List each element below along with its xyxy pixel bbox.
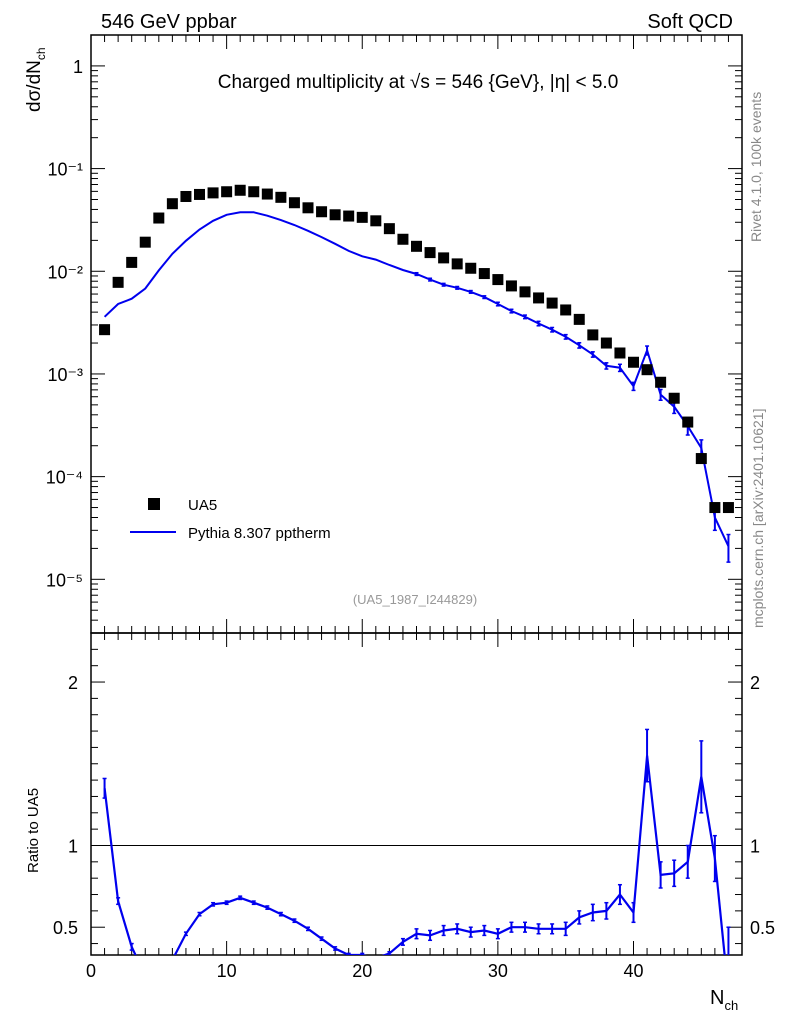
ua5-data-point [478, 268, 490, 280]
ua5-data-point [207, 187, 219, 199]
mcplots-label: mcplots.cern.ch [arXiv:2401.10621] [750, 409, 766, 628]
ratio-y-tick-label: 1 [68, 836, 78, 856]
ua5-data-point [668, 392, 680, 404]
ua5-data-point [655, 376, 667, 388]
ua5-data-point [533, 292, 545, 304]
ratio-line [103, 755, 726, 955]
legend-ua5-marker [148, 498, 160, 510]
ratio-y-axis-label: Ratio to UA5 [25, 788, 42, 873]
ratio-plot-series [102, 728, 731, 955]
ua5-data-point [234, 184, 246, 196]
x-tick-label: 40 [623, 961, 643, 981]
ua5-data-point [275, 191, 287, 203]
ua5-data-point [614, 347, 626, 359]
ratio-y-tick-label: 2 [750, 673, 760, 693]
ratio-y-tick-label: 0.5 [750, 918, 775, 938]
legend: UA5 Pythia 8.307 pptherm [130, 497, 331, 542]
ua5-data-point [316, 206, 328, 218]
y-tick-label: 10⁻² [47, 262, 83, 282]
ua5-data-point [465, 262, 477, 274]
rivet-version-label: Rivet 4.1.0, 100k events [748, 92, 764, 242]
ua5-data-point [112, 276, 124, 288]
x-tick-label: 10 [217, 961, 237, 981]
ua5-data-point [397, 233, 409, 245]
ua5-data-point [329, 209, 341, 221]
ua5-data-point [492, 274, 504, 286]
ratio-y-tick-label: 0.5 [53, 918, 78, 938]
ua5-data-point [139, 236, 151, 248]
axes-ticks: 0 10 20 30 40 1 10⁻¹ 10⁻² 10⁻³ 10⁻⁴ 10⁻⁵ 0.5 0.5 1 1 2 2 [46, 34, 775, 981]
y-tick-label: 1 [73, 57, 83, 77]
ua5-data-point [709, 502, 721, 514]
header-right: Soft QCD [647, 11, 733, 33]
ua5-data-point [641, 364, 653, 376]
ua5-data-point [505, 280, 517, 292]
header-left: 546 GeV ppbar [101, 11, 237, 33]
ua5-data-point [695, 453, 707, 465]
ua5-data-point [600, 337, 612, 349]
x-tick-label: 20 [352, 961, 372, 981]
ua5-data-point [288, 197, 300, 209]
main-plot-frame [90, 34, 743, 634]
ua5-data-point [587, 329, 599, 341]
ua5-data-point [628, 356, 639, 368]
ua5-data-point [722, 502, 734, 514]
x-tick-label: 30 [488, 961, 508, 981]
ua5-data-point [221, 186, 233, 198]
ua5-data-point [126, 256, 138, 268]
y-tick-label: 10⁻³ [47, 365, 83, 385]
ratio-y-tick-label: 2 [68, 673, 78, 693]
ua5-data-point [343, 210, 355, 222]
ua5-data-point [194, 188, 205, 200]
ua5-data-point [180, 190, 192, 202]
ua5-data-point [153, 212, 165, 224]
x-axis-label: Nch [710, 987, 738, 1013]
analysis-tag: (UA5_1987_I244829) [353, 592, 477, 607]
y-tick-label: 10⁻⁵ [46, 570, 83, 590]
ua5-data-point [166, 198, 178, 210]
ua5-data-point [248, 186, 260, 198]
ua5-data-point [451, 258, 463, 270]
ua5-data-point [438, 252, 450, 264]
ua5-data-point [99, 324, 111, 336]
ua5-data-point [546, 297, 558, 309]
ua5-data-point [424, 247, 436, 259]
y-tick-label: 10⁻⁴ [46, 468, 83, 488]
ua5-data-point [356, 211, 368, 223]
main-y-axis-label: dσ/dNch [24, 47, 48, 112]
ua5-data-point [383, 223, 395, 235]
ratio-y-tick-label: 1 [750, 836, 760, 856]
x-tick-label: 0 [86, 961, 96, 981]
plot-title: Charged multiplicity at √s = 546 {GeV}, … [218, 72, 619, 93]
ua5-data-point [682, 416, 694, 428]
ua5-data-point [573, 313, 585, 325]
legend-ua5-label: UA5 [188, 497, 217, 514]
legend-pythia-label: Pythia 8.307 pptherm [188, 525, 331, 542]
ua5-data-point [370, 215, 382, 227]
main-plot-series [99, 184, 734, 563]
ua5-data-point [302, 202, 314, 214]
ua5-data-point [519, 286, 531, 298]
y-tick-label: 10⁻¹ [47, 160, 83, 180]
ua5-data-point [411, 240, 422, 252]
ua5-data-point [261, 188, 273, 200]
ua5-data-point [560, 304, 572, 316]
